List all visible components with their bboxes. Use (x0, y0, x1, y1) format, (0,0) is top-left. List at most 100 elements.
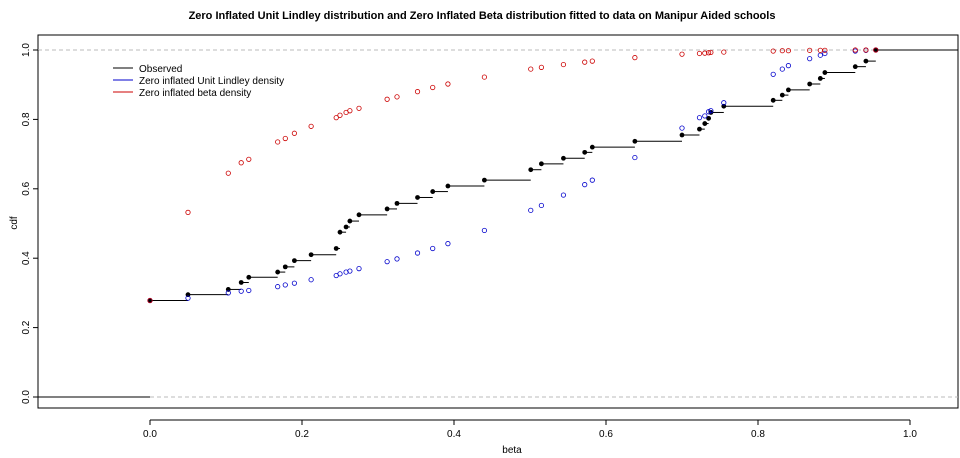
lindley-point-8 (308, 277, 314, 283)
beta-point-13 (356, 105, 362, 111)
observed-point-20 (528, 167, 534, 173)
lindley-point-31 (721, 100, 727, 106)
x-tick-label-3: 0.6 (599, 429, 613, 440)
observed-point-4 (246, 274, 252, 280)
lindley-point-19 (481, 227, 487, 234)
lindley-point-18 (445, 241, 451, 247)
lindley-point-33 (779, 66, 785, 72)
observed-point-6 (282, 264, 288, 270)
beta-point-33 (779, 48, 785, 54)
beta-point-25 (632, 55, 638, 61)
observed-point-3 (238, 280, 244, 285)
lindley-point-36 (817, 52, 823, 58)
lindley-point-15 (394, 256, 400, 262)
observed-point-19 (482, 177, 487, 183)
lindley-point-26 (679, 125, 685, 131)
beta-point-5 (275, 139, 281, 145)
lindley-point-6 (282, 282, 288, 288)
y-tick-label-0: 0.0 (21, 390, 32, 404)
beta-point-16 (414, 89, 421, 95)
beta-point-40 (873, 47, 879, 53)
beta-point-1 (185, 209, 191, 215)
beta-point-28 (702, 50, 708, 56)
y-axis-ticks: 0.0 0.2 0.4 0.6 0.8 1.0 (21, 43, 38, 404)
observed-point-25 (632, 138, 638, 144)
observed-point-29 (706, 115, 711, 121)
legend-label-observed: Observed (139, 64, 182, 75)
beta-point-2 (225, 170, 231, 176)
lindley-point-23 (582, 182, 588, 188)
lindley-point-13 (356, 266, 362, 272)
beta-point-27 (696, 50, 703, 57)
beta-point-14 (384, 96, 390, 102)
lindley-point-35 (807, 56, 813, 62)
beta-point-39 (863, 47, 869, 53)
legend: Observed Zero inflated Unit Lindley dens… (113, 64, 284, 99)
lindley-point-2 (225, 290, 231, 296)
observed-point-34 (786, 87, 791, 93)
x-tick-label-2: 0.4 (447, 429, 461, 440)
x-tick-label-4: 0.8 (751, 429, 765, 440)
legend-label-lindley: Zero inflated Unit Lindley density (139, 76, 284, 87)
lindley-point-25 (632, 154, 638, 161)
beta-point-3 (238, 160, 244, 166)
y-tick-label-3: 0.6 (21, 181, 32, 195)
beta-point-24 (589, 58, 595, 64)
beta-point-12 (347, 108, 353, 114)
observed-point-0 (147, 298, 153, 303)
beta-point-8 (308, 123, 314, 129)
lindley-point-20 (528, 207, 534, 213)
lindley-point-4 (246, 287, 252, 294)
observed-point-32 (770, 97, 776, 103)
observed-point-11 (343, 224, 349, 230)
legend-label-beta: Zero inflated beta density (139, 88, 251, 99)
y-tick-label-4: 0.8 (21, 112, 32, 126)
y-axis-label: cdf (9, 216, 20, 230)
observed-point-39 (863, 58, 869, 64)
lindley-point-34 (785, 63, 792, 69)
beta-point-23 (582, 59, 588, 65)
beta-point-26 (679, 51, 685, 57)
beta-point-15 (394, 94, 400, 100)
y-tick-label-5: 1.0 (21, 43, 32, 57)
observed-point-36 (817, 76, 823, 81)
beta-point-17 (430, 84, 436, 91)
lindley-point-28 (702, 113, 708, 119)
x-tick-label-1: 0.2 (295, 429, 309, 440)
beta-point-31 (721, 49, 727, 55)
beta-point-29 (705, 50, 712, 56)
lindley-point-12 (347, 268, 353, 274)
observed-point-21 (539, 161, 544, 167)
observed-point-37 (822, 70, 828, 75)
observed-point-38 (852, 64, 858, 70)
observed-point-7 (292, 258, 297, 264)
series-observed (38, 47, 958, 398)
observed-point-26 (679, 132, 685, 138)
lindley-point-7 (291, 280, 297, 286)
lindley-point-30 (708, 108, 714, 114)
x-tick-label-5: 1.0 (903, 429, 917, 440)
chart-title: Zero Inflated Unit Lindley distribution … (189, 10, 776, 22)
observed-point-9 (333, 246, 339, 251)
y-tick-label-1: 0.2 (21, 320, 32, 334)
observed-point-15 (394, 200, 400, 206)
observed-point-35 (807, 81, 813, 87)
lindley-point-16 (414, 250, 421, 256)
lindley-point-27 (696, 115, 703, 121)
observed-point-27 (697, 126, 702, 132)
observed-point-23 (582, 149, 588, 155)
lindley-point-22 (560, 192, 567, 198)
observed-point-16 (415, 195, 420, 200)
beta-point-30 (708, 49, 714, 56)
lindley-point-17 (430, 245, 436, 252)
observed-point-10 (337, 229, 343, 235)
observed-point-28 (702, 121, 708, 126)
beta-point-35 (807, 47, 813, 53)
beta-point-38 (852, 47, 858, 53)
lindley-point-10 (337, 271, 343, 277)
beta-point-7 (291, 130, 297, 136)
lindley-point-21 (538, 202, 545, 209)
x-tick-label-0: 0.0 (143, 429, 157, 440)
observed-point-14 (384, 206, 390, 212)
